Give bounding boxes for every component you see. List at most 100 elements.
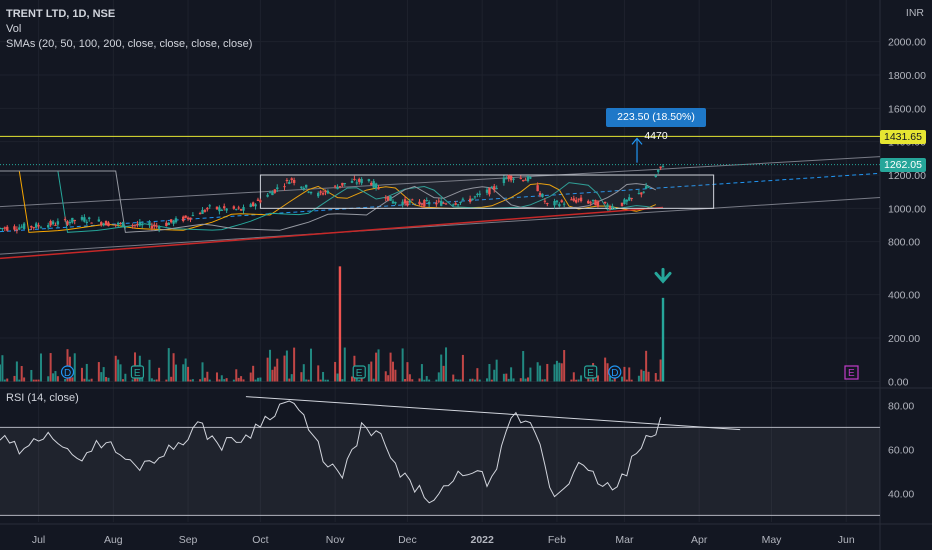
volume-bar xyxy=(30,369,33,382)
price-axis-tick: 800.00 xyxy=(888,237,920,249)
volume-bar xyxy=(165,379,168,382)
candle-body xyxy=(239,209,243,211)
volume-bar xyxy=(596,375,599,382)
volume-bar xyxy=(80,367,83,382)
candle-body xyxy=(442,202,445,204)
volume-bar xyxy=(488,364,491,382)
symbol-title[interactable]: TRENT LTD, 1D, NSE xyxy=(6,8,116,20)
volume-bar xyxy=(235,369,238,382)
event-markers: D DE E E E xyxy=(60,137,859,380)
candle-body xyxy=(353,178,356,181)
time-axis-tick: Dec xyxy=(398,534,417,546)
candle-body xyxy=(157,226,161,229)
candle-body xyxy=(336,186,339,190)
volume-bar xyxy=(375,352,378,382)
candle-body xyxy=(543,200,547,202)
candle-body xyxy=(141,223,144,226)
earnings-marker-label: E xyxy=(356,368,363,379)
candle-body xyxy=(88,217,91,219)
volume-bar xyxy=(199,379,202,382)
candle-body xyxy=(572,198,576,201)
volume-bar xyxy=(201,362,204,382)
volume-bar xyxy=(519,378,522,382)
candle-body xyxy=(555,200,559,203)
volume-bar xyxy=(66,349,69,382)
volume-bar xyxy=(471,378,474,382)
candle-body xyxy=(654,175,657,178)
volume-bar xyxy=(191,379,194,382)
volume-bar xyxy=(0,364,1,382)
candle-body xyxy=(637,193,641,195)
volume-bar xyxy=(536,362,539,382)
candle-body xyxy=(490,186,494,188)
candle-body xyxy=(437,200,440,202)
volume-bar xyxy=(215,372,218,382)
volume-bar xyxy=(71,377,74,382)
volume-bar xyxy=(558,362,561,382)
volume-bar xyxy=(32,379,35,382)
volume-bar xyxy=(543,379,546,382)
rsi-line xyxy=(0,400,662,504)
volume-bar xyxy=(203,377,206,382)
earnings-marker xyxy=(130,365,145,379)
volume-bar xyxy=(107,377,110,382)
volume-bar xyxy=(435,379,438,382)
volume-bar xyxy=(206,371,209,382)
candle-body xyxy=(603,201,607,204)
sma-200-line xyxy=(0,206,664,260)
candle-body xyxy=(203,210,207,212)
candle-body xyxy=(538,193,542,196)
volume-bar xyxy=(408,374,411,382)
candle-body xyxy=(83,217,86,222)
volume-bar xyxy=(218,379,221,382)
volume-bar xyxy=(372,378,375,382)
candle-body xyxy=(54,224,57,226)
candle-body xyxy=(102,223,105,226)
time-axis-tick: Jul xyxy=(32,534,45,546)
volume-bar xyxy=(546,363,549,382)
candle-body xyxy=(206,207,209,210)
volume-bar xyxy=(401,348,404,382)
candle-body xyxy=(34,223,38,228)
volume-bar xyxy=(570,379,573,382)
volume-bar xyxy=(404,379,407,382)
volume-bar xyxy=(659,359,662,382)
volume-axis-tick: 0.00 xyxy=(888,376,909,388)
candle-body xyxy=(85,221,88,223)
volume-bar xyxy=(269,349,272,382)
rsi-pane xyxy=(0,396,880,516)
volume-bar xyxy=(358,379,361,382)
time-axis-tick: 2022 xyxy=(471,534,495,546)
volume-bar xyxy=(541,379,544,382)
candle-body xyxy=(485,189,489,193)
volume-bar xyxy=(100,372,103,382)
dividend-marker-label: D xyxy=(64,368,71,379)
candle-body xyxy=(403,199,407,204)
volume-bar xyxy=(587,378,590,382)
candle-body xyxy=(18,227,21,230)
sma-legend[interactable]: SMAs (20, 50, 100, 200, close, close, cl… xyxy=(6,38,253,50)
candle-body xyxy=(119,222,122,224)
volume-bar xyxy=(442,365,445,382)
candle-body xyxy=(570,199,573,201)
candle-body xyxy=(37,225,40,227)
rsi-axis-tick: 40.00 xyxy=(888,488,914,500)
candle-body xyxy=(524,179,527,181)
volume-bar xyxy=(64,379,67,382)
candle-body xyxy=(594,199,597,206)
candle-body xyxy=(0,227,2,229)
volume-bar xyxy=(124,373,127,382)
volume-bar xyxy=(37,379,40,382)
candle-body xyxy=(452,204,455,206)
volume-bar xyxy=(102,367,105,382)
volume-bar xyxy=(640,369,643,382)
resistance-price-tag: 1431.65 xyxy=(880,130,926,144)
rsi-legend[interactable]: RSI (14, close) xyxy=(6,392,79,404)
volume-bar xyxy=(387,375,390,382)
volume-legend[interactable]: Vol xyxy=(6,23,22,35)
candle-body xyxy=(150,225,154,229)
candle-body xyxy=(220,209,224,211)
candle-body xyxy=(389,196,392,201)
candle-body xyxy=(66,221,69,225)
time-axis-tick: Aug xyxy=(104,534,123,546)
